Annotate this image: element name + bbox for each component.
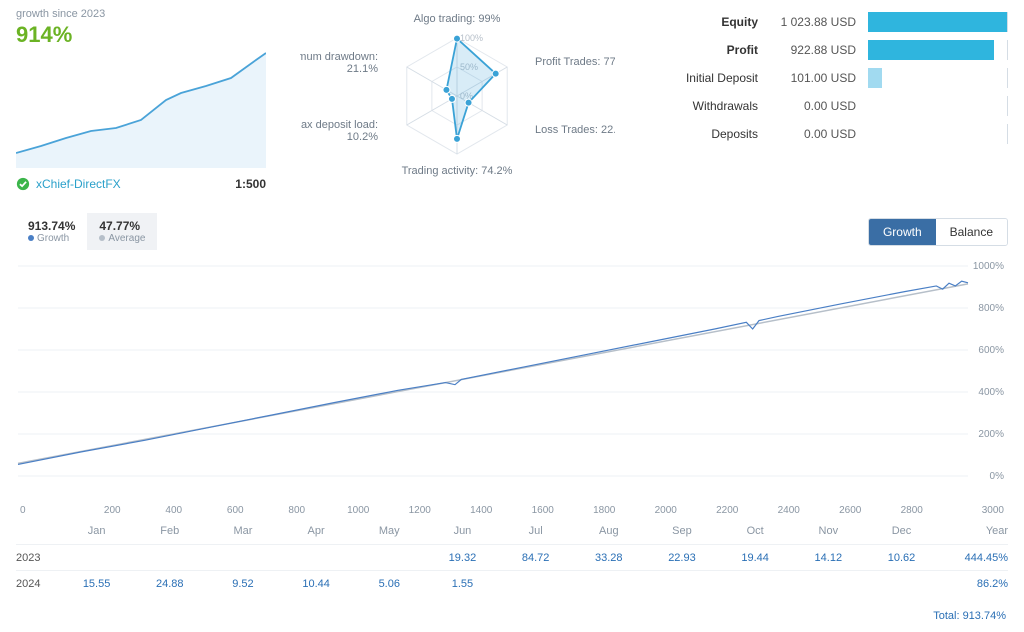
- total-line: Total: 913.74%: [0, 604, 1024, 632]
- svg-text:Trading activity: 74.2%: Trading activity: 74.2%: [401, 165, 512, 177]
- growth-pct: 914%: [16, 22, 266, 48]
- toggle-growth[interactable]: Growth: [869, 219, 936, 245]
- svg-text:Algo trading: 99%: Algo trading: 99%: [413, 13, 500, 25]
- stats-panel: Equity1 023.88 USDProfit922.88 USDInitia…: [648, 8, 1008, 191]
- growth-since-label: growth since 2023: [16, 8, 266, 20]
- svg-text:Maximum drawdown:: Maximum drawdown:: [300, 51, 378, 63]
- svg-text:21.1%: 21.1%: [346, 63, 377, 75]
- svg-text:400%: 400%: [978, 387, 1004, 398]
- svg-text:600%: 600%: [978, 345, 1004, 356]
- svg-text:Loss Trades: 22.8%: Loss Trades: 22.8%: [535, 124, 615, 136]
- legend-average[interactable]: 47.77% Average: [87, 213, 157, 250]
- monthly-table: JanFebMarAprMayJunJulAugSepOctNovDecYear…: [0, 518, 1024, 604]
- svg-text:200%: 200%: [978, 429, 1004, 440]
- svg-text:100%: 100%: [460, 33, 483, 43]
- svg-text:Profit Trades: 77.2%: Profit Trades: 77.2%: [535, 56, 615, 68]
- svg-text:1000%: 1000%: [973, 261, 1004, 272]
- account-link[interactable]: xChief-DirectFX: [36, 177, 121, 191]
- radar-chart: 0%50%100%Algo trading: 99%Profit Trades:…: [300, 10, 615, 182]
- x-axis: 0200400600800100012001400160018002000220…: [16, 499, 1008, 518]
- svg-text:Max deposit load:: Max deposit load:: [300, 119, 378, 131]
- svg-text:800%: 800%: [978, 303, 1004, 314]
- chart-legend: 913.74% Growth 47.77% Average: [16, 213, 157, 250]
- growth-chart: 0% 200% 400% 600% 800% 1000%: [16, 256, 1008, 496]
- verified-icon: [16, 177, 30, 191]
- svg-text:10.2%: 10.2%: [346, 131, 377, 143]
- leverage: 1:500: [235, 177, 266, 191]
- legend-growth[interactable]: 913.74% Growth: [16, 213, 87, 250]
- toggle-balance[interactable]: Balance: [936, 219, 1007, 245]
- svg-text:0%: 0%: [990, 471, 1005, 482]
- growth-sparkline: [16, 48, 266, 168]
